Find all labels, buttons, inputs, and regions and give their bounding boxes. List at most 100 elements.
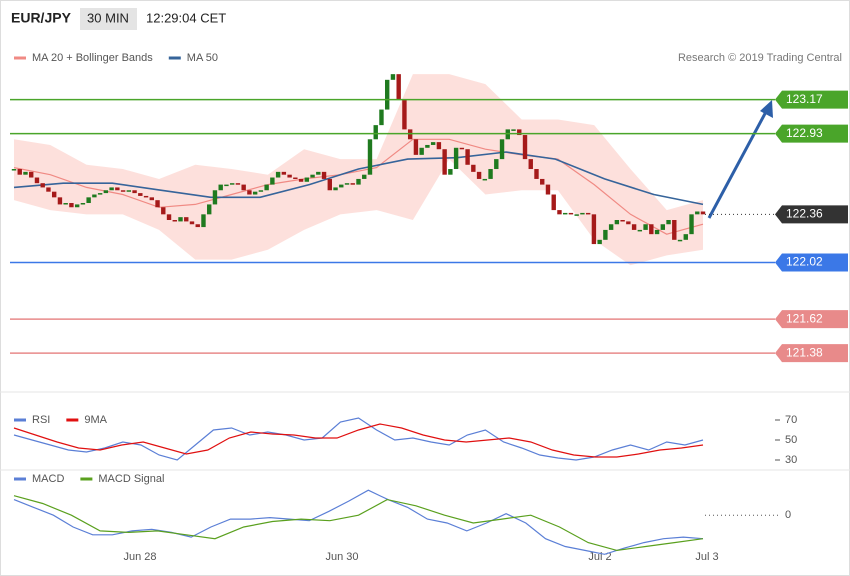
- candle: [126, 190, 132, 192]
- candle: [103, 190, 109, 194]
- candle: [591, 214, 597, 245]
- candle: [367, 139, 373, 175]
- candle: [362, 174, 367, 179]
- candle: [51, 191, 57, 198]
- candle: [683, 234, 688, 240]
- candle: [534, 169, 539, 179]
- candle: [499, 139, 505, 160]
- candle: [149, 197, 154, 201]
- ma-line: [13, 151, 704, 206]
- candle: [287, 174, 292, 178]
- candle: [631, 224, 637, 230]
- candle: [327, 178, 332, 191]
- legend-label: MACD: [32, 473, 64, 485]
- candle: [195, 224, 200, 228]
- candle: [23, 171, 28, 175]
- candle: [115, 187, 120, 191]
- candle: [218, 184, 223, 191]
- candle: [189, 221, 195, 225]
- price-tag: [775, 124, 848, 143]
- candle: [356, 178, 361, 185]
- candle: [63, 203, 68, 205]
- candle: [396, 74, 401, 100]
- candle: [97, 193, 103, 195]
- candle: [316, 171, 321, 175]
- candle: [459, 147, 465, 150]
- price-tag-label: 122.02: [786, 255, 823, 269]
- candle: [212, 190, 218, 205]
- candle: [201, 214, 206, 228]
- candle: [574, 214, 579, 216]
- candle: [207, 204, 212, 215]
- candle: [155, 200, 160, 208]
- candle: [568, 212, 574, 215]
- candle: [689, 214, 694, 235]
- candle: [92, 194, 97, 198]
- legend-label: RSI: [32, 414, 50, 426]
- candle: [385, 79, 390, 110]
- candle: [161, 207, 166, 215]
- candle: [580, 212, 585, 215]
- candle: [563, 212, 568, 215]
- candle: [344, 183, 350, 185]
- candle: [247, 190, 252, 195]
- candle: [109, 187, 114, 191]
- price-tag-label: 123.17: [786, 92, 823, 106]
- candle: [448, 169, 453, 175]
- y-tick-label: 50: [785, 434, 797, 446]
- x-tick-label: Jun 28: [123, 551, 156, 563]
- y-tick-label: 30: [785, 454, 797, 466]
- candle: [453, 147, 459, 170]
- candle: [229, 183, 235, 185]
- candle: [184, 217, 189, 222]
- candle: [172, 220, 177, 222]
- candle: [660, 224, 666, 230]
- candle: [637, 229, 643, 232]
- candle: [545, 184, 551, 195]
- candle: [419, 147, 424, 155]
- candle: [264, 184, 269, 191]
- legend-label: MA 20 + Bollinger Bands: [32, 52, 153, 64]
- forecast-arrow: [707, 107, 770, 219]
- candle: [298, 178, 304, 182]
- candle: [29, 171, 34, 178]
- candle: [488, 169, 493, 179]
- candle: [339, 184, 344, 188]
- candle: [557, 210, 562, 215]
- price-tag: [775, 205, 848, 224]
- candle: [224, 184, 229, 187]
- candle: [74, 204, 80, 208]
- candle: [700, 211, 706, 215]
- candle: [649, 224, 654, 235]
- candle: [373, 125, 378, 140]
- candle: [654, 229, 660, 235]
- legend-label: MACD Signal: [98, 473, 164, 485]
- candle: [677, 239, 683, 242]
- candle: [494, 159, 499, 170]
- candle: [143, 195, 149, 198]
- indicator-line: [13, 423, 704, 458]
- attribution: Research © 2019 Trading Central: [678, 52, 842, 64]
- candle: [430, 142, 436, 145]
- candle: [436, 142, 442, 150]
- candle: [321, 171, 327, 179]
- price-tag: [775, 90, 848, 109]
- candle: [465, 149, 470, 165]
- candle: [471, 164, 476, 172]
- candle: [120, 190, 126, 192]
- candle: [540, 178, 545, 185]
- candle: [614, 220, 620, 225]
- candle: [517, 129, 522, 136]
- candle: [522, 135, 528, 160]
- candle: [626, 221, 631, 225]
- indicator-line: [13, 417, 704, 461]
- candle: [482, 178, 488, 181]
- candle: [597, 239, 602, 245]
- price-tag-label: 122.36: [786, 207, 823, 221]
- candle: [281, 171, 287, 175]
- x-tick-label: Jul 3: [695, 551, 718, 563]
- x-tick-label: Jun 30: [325, 551, 358, 563]
- candle: [608, 224, 614, 230]
- candle: [11, 169, 17, 171]
